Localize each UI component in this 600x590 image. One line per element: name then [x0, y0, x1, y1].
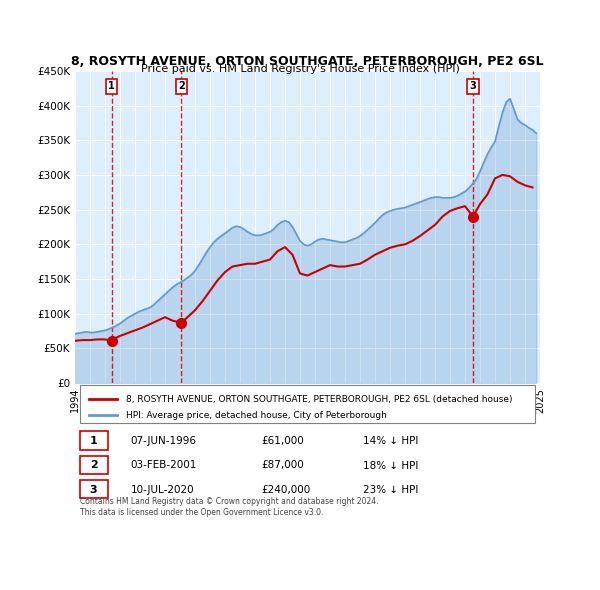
Text: 8, ROSYTH AVENUE, ORTON SOUTHGATE, PETERBOROUGH, PE2 6SL (detached house): 8, ROSYTH AVENUE, ORTON SOUTHGATE, PETER… [126, 395, 512, 404]
Text: HPI: Average price, detached house, City of Peterborough: HPI: Average price, detached house, City… [126, 411, 387, 419]
Text: £87,000: £87,000 [261, 460, 304, 470]
Text: Price paid vs. HM Land Registry's House Price Index (HPI): Price paid vs. HM Land Registry's House … [140, 64, 460, 74]
Text: 23% ↓ HPI: 23% ↓ HPI [364, 484, 419, 494]
Text: 03-FEB-2001: 03-FEB-2001 [131, 460, 197, 470]
Title: 8, ROSYTH AVENUE, ORTON SOUTHGATE, PETERBOROUGH, PE2 6SL: 8, ROSYTH AVENUE, ORTON SOUTHGATE, PETER… [71, 55, 544, 68]
Text: 3: 3 [90, 484, 97, 494]
Text: 1: 1 [108, 81, 115, 91]
Text: 07-JUN-1996: 07-JUN-1996 [131, 437, 197, 447]
Text: 2: 2 [178, 81, 185, 91]
Text: 18% ↓ HPI: 18% ↓ HPI [364, 460, 419, 470]
Text: 14% ↓ HPI: 14% ↓ HPI [364, 437, 419, 447]
Text: 3: 3 [470, 81, 476, 91]
Text: Contains HM Land Registry data © Crown copyright and database right 2024.
This d: Contains HM Land Registry data © Crown c… [80, 497, 378, 517]
FancyBboxPatch shape [80, 431, 107, 450]
Text: £240,000: £240,000 [261, 484, 310, 494]
FancyBboxPatch shape [80, 455, 107, 474]
FancyBboxPatch shape [80, 480, 107, 498]
Text: £61,000: £61,000 [261, 437, 304, 447]
Text: 1: 1 [90, 437, 97, 447]
Text: 10-JUL-2020: 10-JUL-2020 [131, 484, 194, 494]
FancyBboxPatch shape [80, 385, 535, 423]
Text: 2: 2 [90, 460, 97, 470]
